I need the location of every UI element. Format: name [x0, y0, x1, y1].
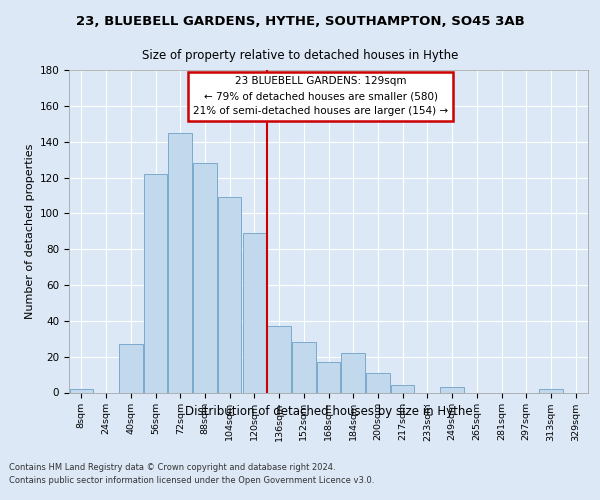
Bar: [268, 326, 291, 392]
Bar: [539, 389, 563, 392]
Text: 23, BLUEBELL GARDENS, HYTHE, SOUTHAMPTON, SO45 3AB: 23, BLUEBELL GARDENS, HYTHE, SOUTHAMPTON…: [76, 15, 524, 28]
Bar: [440, 387, 464, 392]
Bar: [242, 233, 266, 392]
Bar: [119, 344, 143, 393]
Y-axis label: Number of detached properties: Number of detached properties: [25, 144, 35, 319]
Bar: [70, 389, 93, 392]
Bar: [292, 342, 316, 392]
Bar: [366, 373, 389, 392]
Bar: [144, 174, 167, 392]
Text: 23 BLUEBELL GARDENS: 129sqm
← 79% of detached houses are smaller (580)
21% of se: 23 BLUEBELL GARDENS: 129sqm ← 79% of det…: [193, 76, 448, 116]
Bar: [317, 362, 340, 392]
Bar: [341, 353, 365, 393]
Bar: [391, 386, 415, 392]
Bar: [193, 163, 217, 392]
Text: Distribution of detached houses by size in Hythe: Distribution of detached houses by size …: [185, 405, 473, 418]
Bar: [218, 197, 241, 392]
Text: Contains HM Land Registry data © Crown copyright and database right 2024.: Contains HM Land Registry data © Crown c…: [9, 462, 335, 471]
Text: Contains public sector information licensed under the Open Government Licence v3: Contains public sector information licen…: [9, 476, 374, 485]
Text: Size of property relative to detached houses in Hythe: Size of property relative to detached ho…: [142, 48, 458, 62]
Bar: [169, 132, 192, 392]
